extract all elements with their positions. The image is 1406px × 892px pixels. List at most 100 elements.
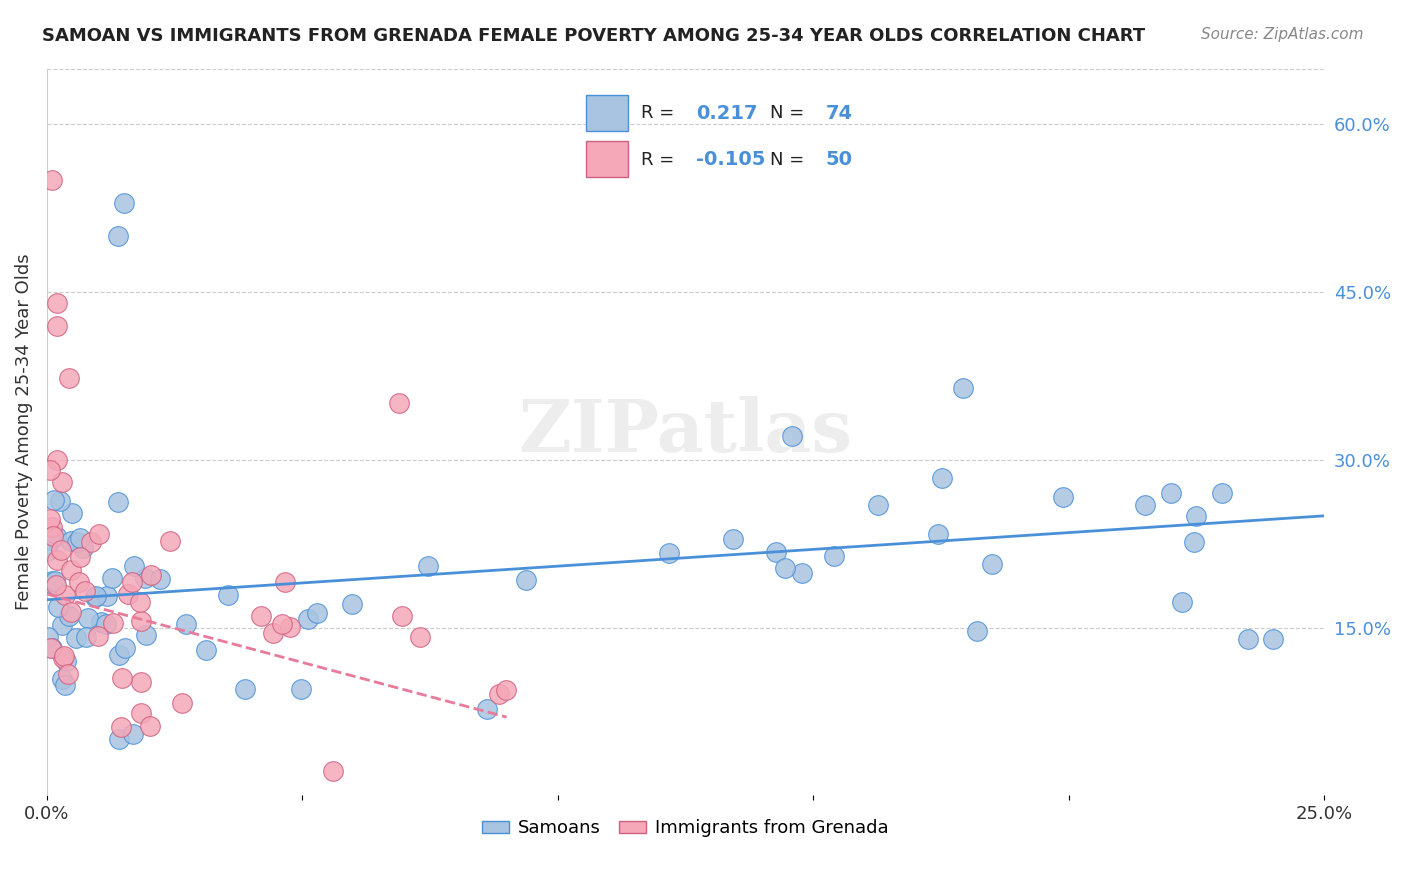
Text: 0.217: 0.217 <box>696 104 758 123</box>
Samoans <box>775 561 797 575</box>
Immigrants from Grenada <box>39 512 62 526</box>
Text: R =: R = <box>641 151 681 169</box>
Samoans <box>1182 535 1205 549</box>
Samoans <box>84 589 107 603</box>
Samoans <box>96 616 118 631</box>
Immigrants from Grenada <box>45 578 67 592</box>
Samoans <box>217 588 239 602</box>
Samoans <box>53 677 76 691</box>
Samoans <box>1236 632 1258 646</box>
Samoans <box>49 494 72 508</box>
Immigrants from Grenada <box>117 587 139 601</box>
Samoans <box>108 648 131 663</box>
Immigrants from Grenada <box>391 609 413 624</box>
Text: R =: R = <box>641 104 681 122</box>
Immigrants from Grenada <box>488 687 510 701</box>
Samoans <box>55 654 77 668</box>
Immigrants from Grenada <box>271 616 294 631</box>
Samoans <box>37 631 59 645</box>
Immigrants from Grenada <box>111 671 134 685</box>
Samoans <box>1052 490 1074 504</box>
Immigrants from Grenada <box>42 529 65 543</box>
Samoans <box>981 558 1004 572</box>
Samoans <box>658 545 681 559</box>
Immigrants from Grenada <box>409 630 432 644</box>
Samoans <box>60 506 83 520</box>
Samoans <box>45 528 67 542</box>
Immigrants from Grenada <box>49 543 72 558</box>
Immigrants from Grenada <box>129 614 152 628</box>
Samoans <box>416 559 439 574</box>
Samoans <box>233 681 256 696</box>
Samoans <box>966 624 988 638</box>
Samoans <box>305 606 328 620</box>
Samoans <box>340 597 363 611</box>
Samoans <box>290 681 312 696</box>
Samoans <box>927 527 949 541</box>
Immigrants from Grenada <box>388 396 411 410</box>
Immigrants from Grenada <box>41 641 63 656</box>
Text: N =: N = <box>770 104 810 122</box>
Immigrants from Grenada <box>46 453 69 467</box>
Samoans <box>765 545 787 559</box>
Samoans <box>41 641 63 656</box>
Samoans <box>75 630 97 644</box>
Samoans <box>65 632 87 646</box>
Immigrants from Grenada <box>129 594 152 608</box>
Samoans <box>44 492 66 507</box>
Samoans <box>44 574 66 588</box>
Samoans <box>931 470 953 484</box>
Samoans <box>46 600 69 615</box>
Samoans <box>134 571 156 585</box>
Immigrants from Grenada <box>73 584 96 599</box>
Samoans <box>72 541 94 555</box>
Samoans <box>477 702 499 716</box>
Immigrants from Grenada <box>101 616 124 631</box>
Immigrants from Grenada <box>159 533 181 548</box>
Samoans <box>1211 486 1233 500</box>
Immigrants from Grenada <box>250 609 273 624</box>
Immigrants from Grenada <box>56 667 79 681</box>
Immigrants from Grenada <box>89 527 111 541</box>
Immigrants from Grenada <box>110 720 132 734</box>
Immigrants from Grenada <box>322 764 344 778</box>
Samoans <box>41 574 63 588</box>
Samoans <box>58 609 80 624</box>
Text: SAMOAN VS IMMIGRANTS FROM GRENADA FEMALE POVERTY AMONG 25-34 YEAR OLDS CORRELATI: SAMOAN VS IMMIGRANTS FROM GRENADA FEMALE… <box>42 27 1146 45</box>
Samoans <box>1135 498 1157 512</box>
Samoans <box>108 732 131 747</box>
Samoans <box>135 628 157 642</box>
Text: 74: 74 <box>825 104 852 123</box>
Immigrants from Grenada <box>139 719 162 733</box>
Samoans <box>101 571 124 585</box>
Samoans <box>114 640 136 655</box>
Samoans <box>297 612 319 626</box>
Immigrants from Grenada <box>129 706 152 720</box>
Samoans <box>1261 632 1284 646</box>
Immigrants from Grenada <box>52 651 75 665</box>
Immigrants from Grenada <box>80 535 103 549</box>
Immigrants from Grenada <box>45 552 67 566</box>
Samoans <box>780 429 803 443</box>
Immigrants from Grenada <box>59 605 82 619</box>
Text: 50: 50 <box>825 150 852 169</box>
Samoans <box>792 566 814 580</box>
Samoans <box>76 610 98 624</box>
Samoans <box>1185 508 1208 523</box>
Samoans <box>866 498 889 512</box>
Samoans <box>96 589 118 603</box>
Samoans <box>37 543 59 558</box>
Samoans <box>107 495 129 509</box>
Samoans <box>89 615 111 630</box>
Immigrants from Grenada <box>69 550 91 565</box>
Samoans <box>515 573 537 587</box>
Text: Source: ZipAtlas.com: Source: ZipAtlas.com <box>1201 27 1364 42</box>
Samoans <box>60 534 83 549</box>
Immigrants from Grenada <box>495 683 517 698</box>
Samoans <box>721 532 744 546</box>
Samoans <box>176 616 198 631</box>
Samoans <box>83 590 105 604</box>
Immigrants from Grenada <box>46 318 69 333</box>
Samoans <box>194 643 217 657</box>
FancyBboxPatch shape <box>586 95 628 131</box>
